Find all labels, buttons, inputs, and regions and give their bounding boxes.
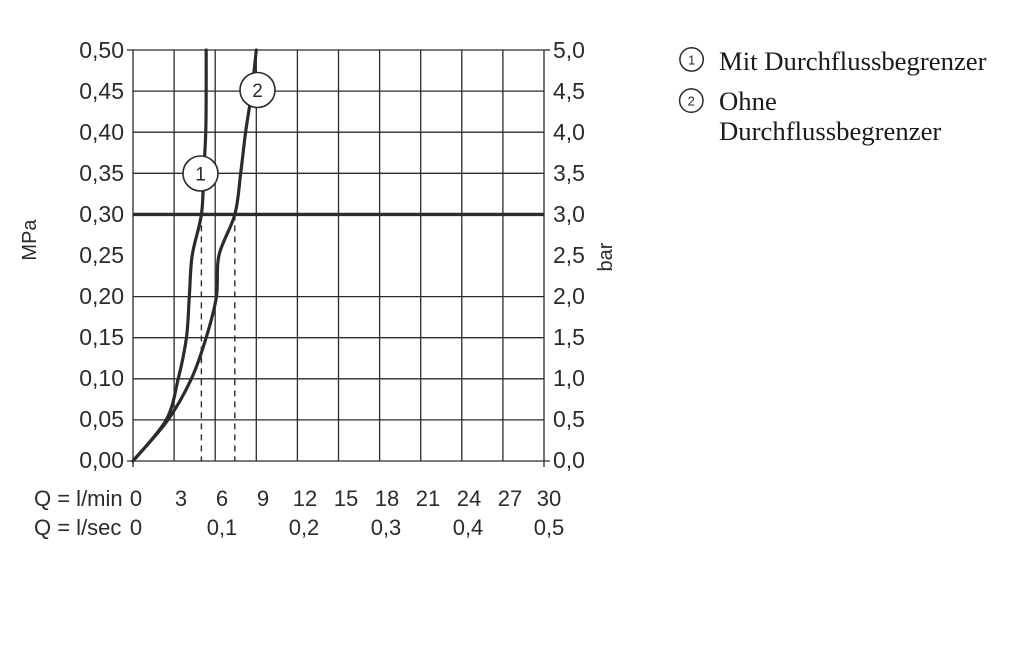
- svg-text:5,0: 5,0: [553, 37, 585, 63]
- svg-text:4,0: 4,0: [553, 119, 585, 145]
- svg-text:1,0: 1,0: [553, 365, 585, 391]
- svg-text:27: 27: [498, 486, 522, 511]
- svg-text:bar: bar: [595, 242, 617, 271]
- svg-text:3: 3: [175, 486, 187, 511]
- svg-text:9: 9: [257, 486, 269, 511]
- svg-text:18: 18: [375, 486, 399, 511]
- svg-text:0,2: 0,2: [289, 515, 320, 540]
- svg-text:0,05: 0,05: [79, 406, 124, 432]
- svg-text:Q = l/min: Q = l/min: [34, 486, 123, 511]
- svg-text:3,5: 3,5: [553, 160, 585, 186]
- svg-text:0,25: 0,25: [79, 242, 124, 268]
- svg-text:0,5: 0,5: [534, 515, 565, 540]
- svg-text:1: 1: [195, 165, 206, 186]
- svg-text:0,40: 0,40: [79, 119, 124, 145]
- svg-text:0,5: 0,5: [553, 406, 585, 432]
- svg-text:2: 2: [252, 81, 263, 102]
- svg-text:0,30: 0,30: [79, 201, 124, 227]
- svg-text:0,4: 0,4: [453, 515, 484, 540]
- svg-text:15: 15: [334, 486, 358, 511]
- svg-text:Durchflussbegrenzer: Durchflussbegrenzer: [719, 116, 941, 146]
- svg-text:3,0: 3,0: [553, 201, 585, 227]
- svg-text:4,5: 4,5: [553, 78, 585, 104]
- svg-text:Q = l/sec: Q = l/sec: [34, 515, 121, 540]
- svg-text:0,15: 0,15: [79, 324, 124, 350]
- svg-text:1,5: 1,5: [553, 324, 585, 350]
- svg-text:0,10: 0,10: [79, 365, 124, 391]
- svg-text:MPa: MPa: [19, 219, 41, 261]
- svg-text:12: 12: [293, 486, 317, 511]
- svg-text:2,0: 2,0: [553, 283, 585, 309]
- svg-text:0,50: 0,50: [79, 37, 124, 63]
- svg-text:0: 0: [130, 486, 142, 511]
- svg-text:Ohne: Ohne: [719, 86, 777, 116]
- svg-text:0,20: 0,20: [79, 283, 124, 309]
- svg-text:0,3: 0,3: [371, 515, 402, 540]
- svg-text:24: 24: [457, 486, 481, 511]
- svg-text:2,5: 2,5: [553, 242, 585, 268]
- svg-text:0,1: 0,1: [207, 515, 238, 540]
- svg-text:30: 30: [537, 486, 561, 511]
- svg-text:1: 1: [688, 53, 695, 68]
- svg-text:0,45: 0,45: [79, 78, 124, 104]
- svg-text:6: 6: [216, 486, 228, 511]
- svg-text:0,35: 0,35: [79, 160, 124, 186]
- svg-text:2: 2: [688, 94, 695, 109]
- svg-text:0,00: 0,00: [79, 447, 124, 473]
- svg-text:21: 21: [416, 486, 440, 511]
- svg-text:Mit Durchflussbegrenzer: Mit Durchflussbegrenzer: [719, 46, 987, 76]
- svg-text:0,0: 0,0: [553, 447, 585, 473]
- svg-text:0: 0: [130, 515, 142, 540]
